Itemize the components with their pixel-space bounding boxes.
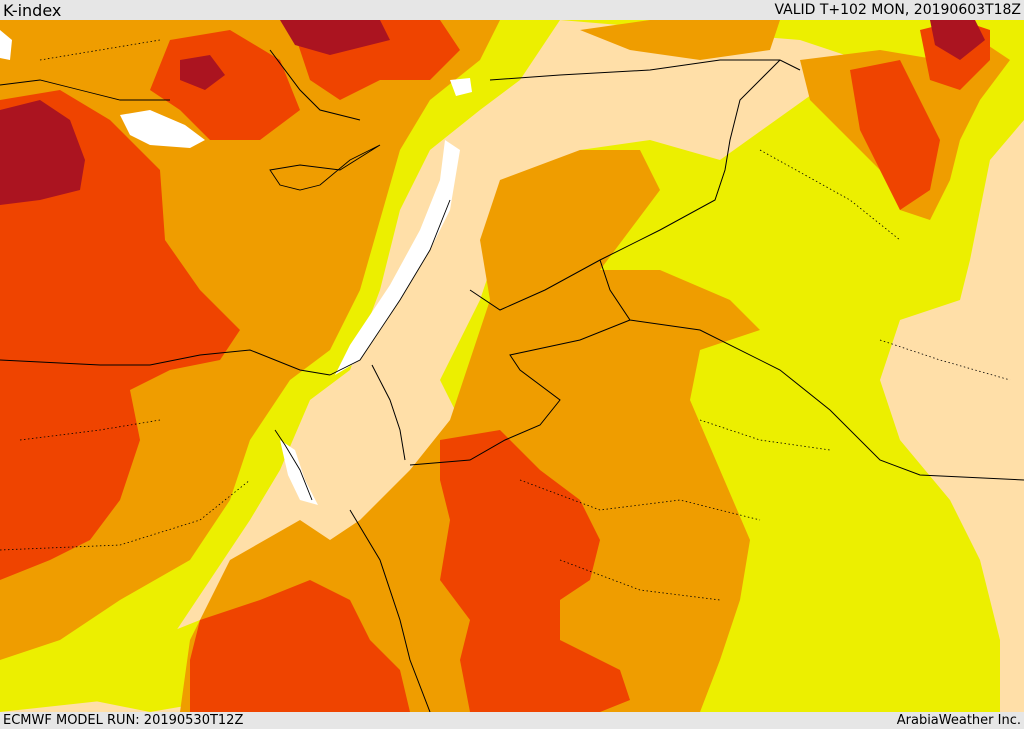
header-bar: K-index VALID T+102 MON, 20190603T18Z xyxy=(0,0,1024,20)
model-run-label: ECMWF MODEL RUN: 20190530T12Z xyxy=(3,713,244,728)
credit-label: ArabiaWeather Inc. xyxy=(896,713,1021,728)
forecast-map xyxy=(0,20,1024,712)
valid-time-label: VALID T+102 MON, 20190603T18Z xyxy=(774,2,1021,18)
water-bodies xyxy=(0,30,472,505)
country-boundaries xyxy=(0,49,1024,712)
dead-sea-strip xyxy=(335,140,460,375)
k-level-4-shading xyxy=(0,20,985,205)
gulf-of-suez xyxy=(280,440,318,505)
footer-bar: ECMWF MODEL RUN: 20190530T12Z ArabiaWeat… xyxy=(0,712,1024,729)
admin-boundaries xyxy=(0,39,1011,601)
coastlines xyxy=(0,79,451,501)
lake xyxy=(120,110,205,148)
map-title: K-index xyxy=(3,1,62,20)
